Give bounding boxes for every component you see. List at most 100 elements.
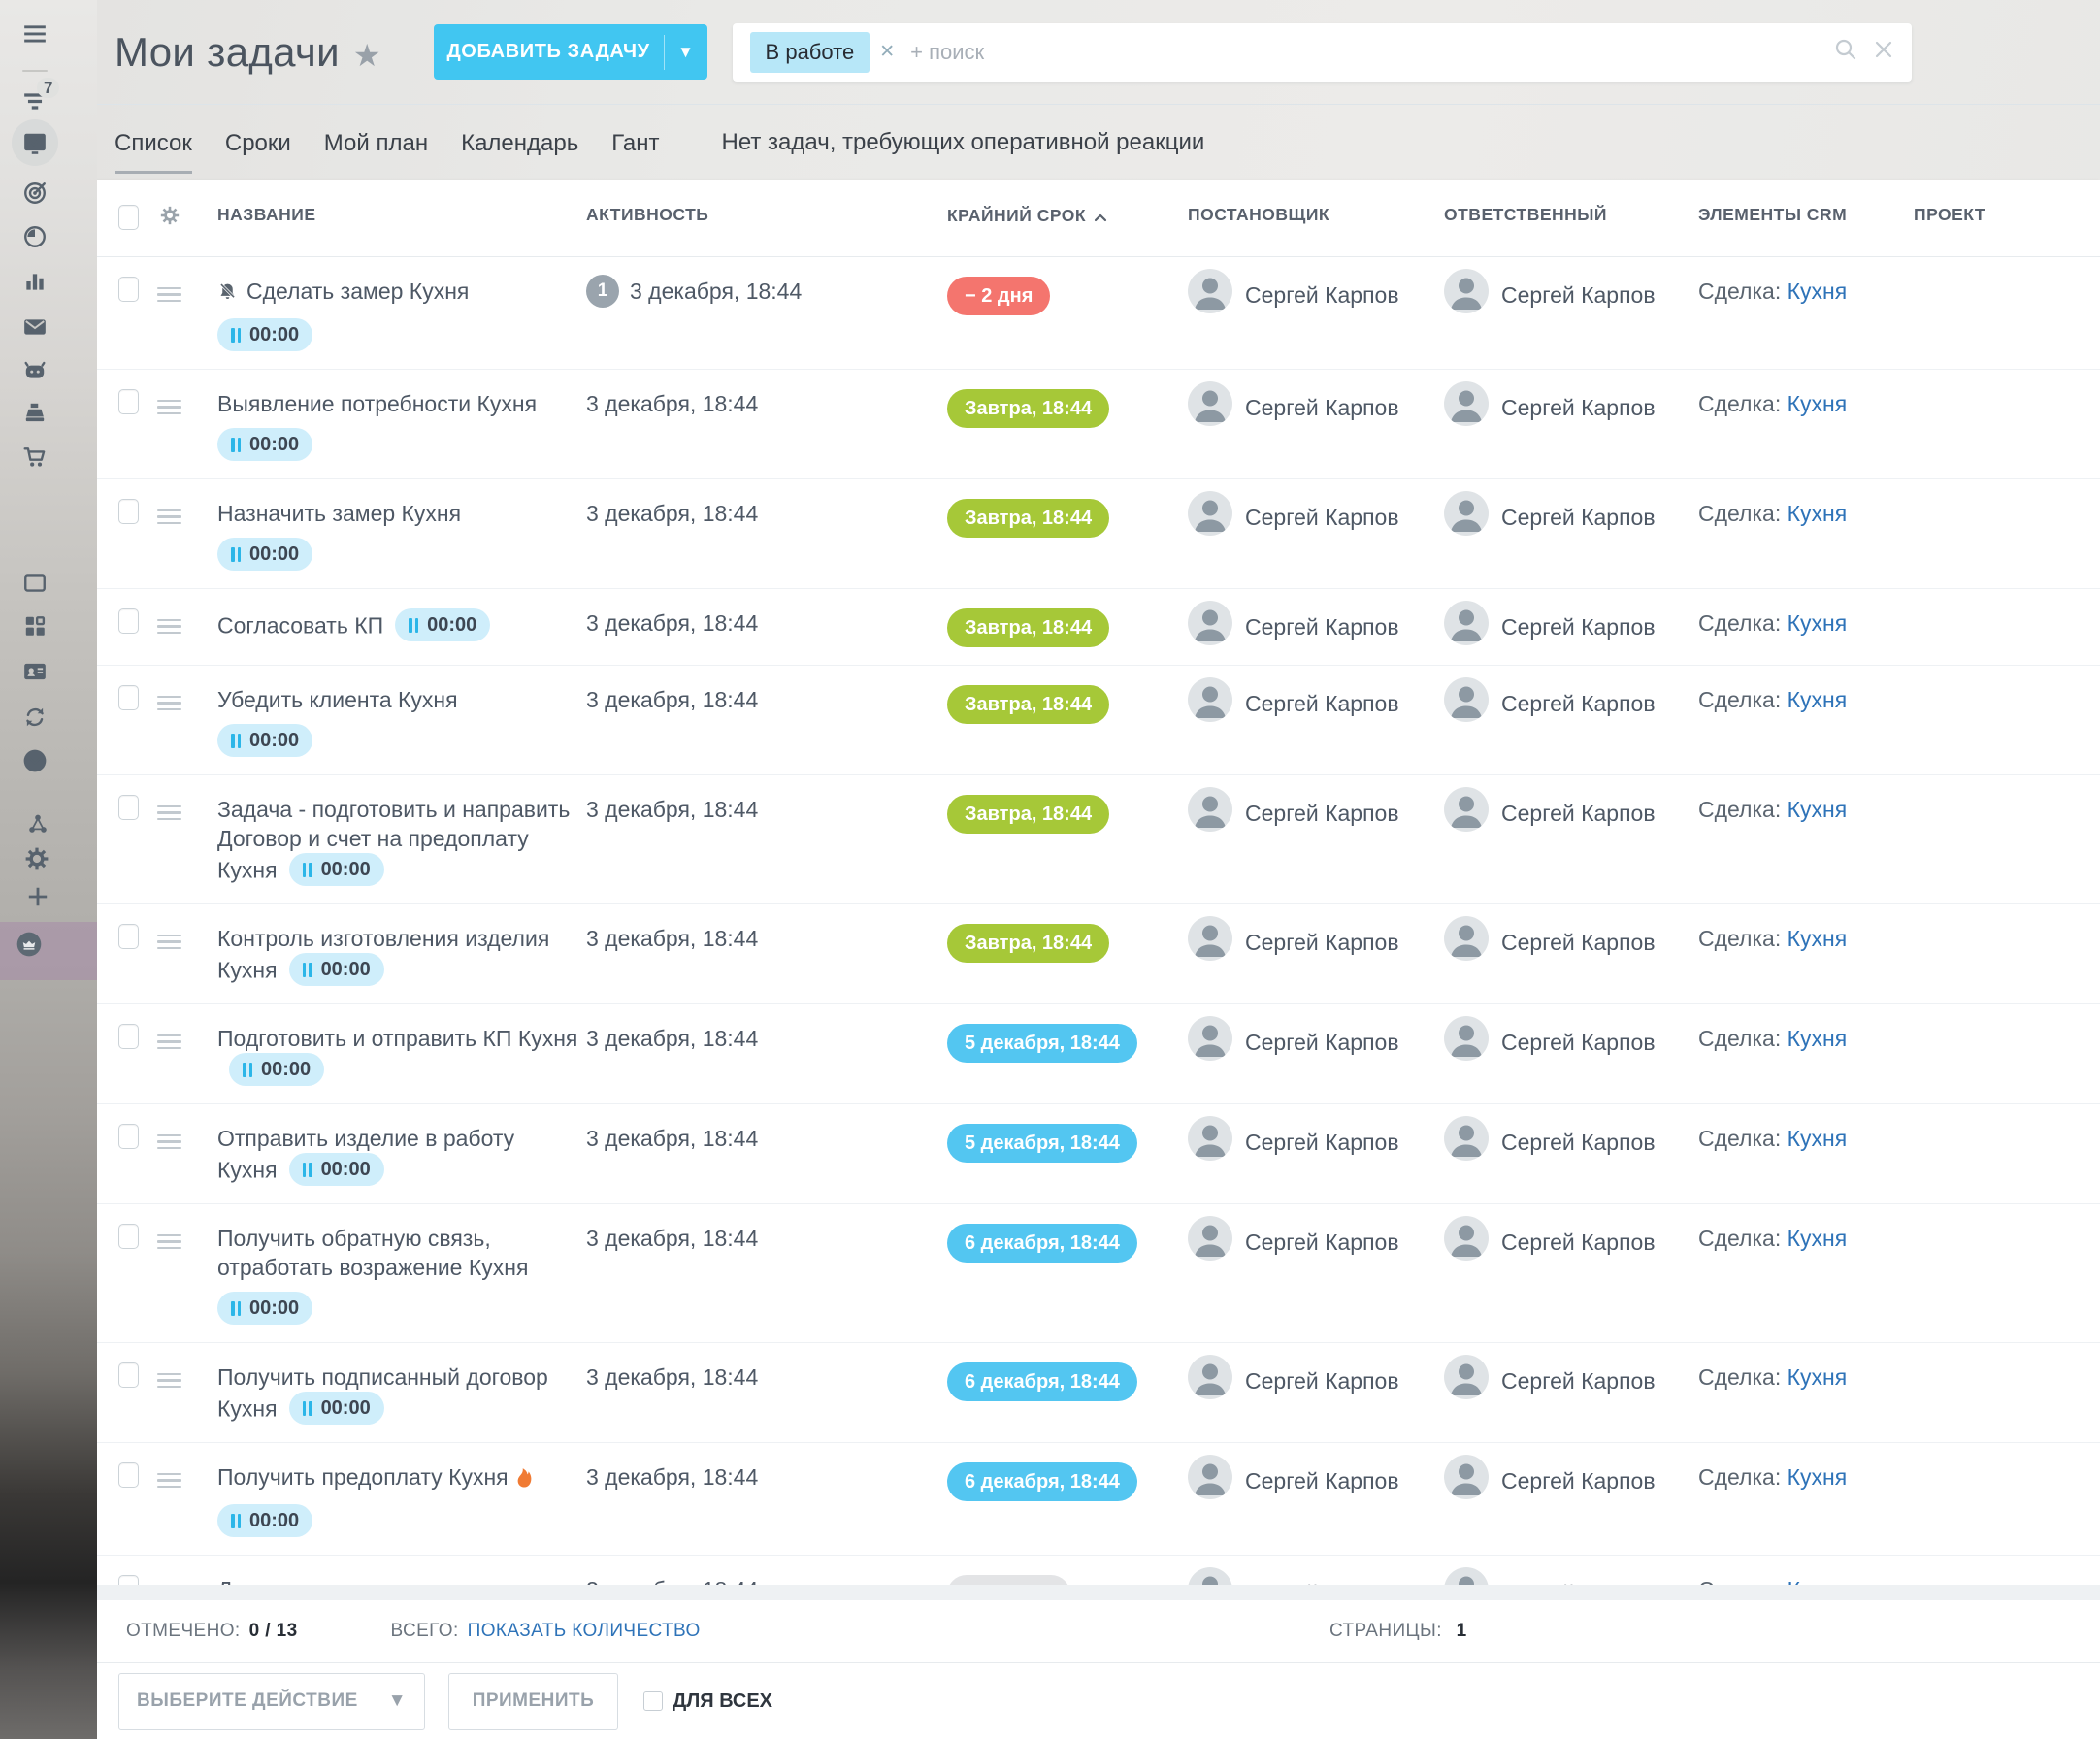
creator-name-link[interactable]: Сергей Карпов — [1245, 1367, 1399, 1394]
cashbox-icon[interactable] — [22, 400, 48, 425]
pages-value[interactable]: 1 — [1456, 1621, 1467, 1641]
responsible-avatar[interactable] — [1444, 1355, 1489, 1399]
contacts-card-icon[interactable] — [22, 659, 48, 684]
more-chevron-icon[interactable] — [22, 748, 48, 773]
responsible-name-link[interactable]: Сергей Карпов — [1501, 1467, 1656, 1493]
responsible-avatar[interactable] — [1444, 381, 1489, 426]
creator-avatar[interactable] — [1188, 787, 1232, 832]
crm-deal-link[interactable]: Кухня — [1787, 687, 1848, 712]
row-checkbox[interactable] — [118, 1462, 139, 1488]
timer-badge[interactable]: 00:00 — [217, 318, 313, 351]
crm-deal-link[interactable]: Кухня — [1787, 610, 1848, 636]
timer-badge[interactable]: 00:00 — [288, 1153, 384, 1186]
select-action-dropdown[interactable]: ВЫБЕРИТЕ ДЕЙСТВИЕ ▼ — [118, 1672, 425, 1730]
responsible-avatar[interactable] — [1444, 1567, 1489, 1585]
time-icon[interactable] — [22, 224, 48, 249]
responsible-avatar[interactable] — [1444, 677, 1489, 722]
tab-gantt[interactable]: Гант — [611, 130, 660, 156]
deadline-badge[interactable]: 6 декабря, 18:44 — [947, 1462, 1137, 1501]
creator-name-link[interactable]: Сергей Карпов — [1245, 504, 1399, 530]
reports-icon[interactable] — [22, 269, 48, 294]
deadline-badge[interactable]: Завтра, 18:44 — [947, 389, 1110, 428]
creator-name-link[interactable]: Сергей Карпов — [1245, 1129, 1399, 1155]
select-all-checkbox[interactable] — [118, 205, 139, 230]
column-header-project[interactable]: ПРОЕКТ — [1914, 205, 1986, 224]
drag-handle-icon[interactable] — [157, 695, 181, 710]
task-title-link[interactable]: Получить подписанный договор Кухня — [217, 1364, 548, 1422]
creator-name-link[interactable]: Сергей Карпов — [1245, 1029, 1399, 1055]
filter-chip[interactable]: В работе — [749, 31, 870, 73]
creator-avatar[interactable] — [1188, 381, 1232, 426]
creator-avatar[interactable] — [1188, 269, 1232, 313]
network-icon[interactable] — [25, 811, 47, 833]
row-checkbox[interactable] — [118, 924, 139, 949]
crm-deal-link[interactable]: Кухня — [1787, 1126, 1848, 1151]
deadline-badge[interactable]: Завтра, 18:44 — [947, 499, 1110, 538]
creator-name-link[interactable]: Сергей Карпов — [1245, 281, 1399, 308]
task-title-link[interactable]: Отправить изделие в работу Кухня — [217, 1126, 515, 1183]
task-title-link[interactable]: Получить предоплату Кухня — [217, 1464, 509, 1490]
timer-badge[interactable]: 00:00 — [229, 1053, 325, 1086]
responsible-name-link[interactable]: Сергей Карпов — [1501, 690, 1656, 716]
timer-badge[interactable]: 00:00 — [217, 1504, 313, 1537]
responsible-avatar[interactable] — [1444, 269, 1489, 313]
crm-deal-link[interactable]: Кухня — [1787, 1226, 1848, 1251]
row-checkbox[interactable] — [118, 389, 139, 414]
crm-deal-link[interactable]: Кухня — [1787, 1026, 1848, 1051]
task-title-link[interactable]: Доставка и получение доплаты (Кухня) — [217, 1577, 542, 1585]
responsible-name-link[interactable]: Сергей Карпов — [1501, 929, 1656, 955]
store-cart-icon[interactable] — [22, 444, 48, 470]
sites-icon[interactable] — [22, 571, 48, 596]
add-task-button[interactable]: ДОБАВИТЬ ЗАДАЧУ ▼ — [433, 24, 707, 80]
responsible-name-link[interactable]: Сергей Карпов — [1501, 1129, 1656, 1155]
responsible-name-link[interactable]: Сергей Карпов — [1501, 613, 1656, 640]
grid-settings-gear-icon[interactable] — [159, 205, 217, 231]
drag-handle-icon[interactable] — [157, 1133, 181, 1149]
deadline-badge[interactable]: Завтра, 18:44 — [947, 924, 1110, 963]
column-header-crm[interactable]: ЭЛЕМЕНТЫ CRM — [1698, 205, 1848, 224]
task-title-link[interactable]: Задача - подготовить и направить Договор… — [217, 797, 571, 883]
timer-badge[interactable]: 00:00 — [217, 538, 313, 571]
responsible-avatar[interactable] — [1444, 601, 1489, 645]
drag-handle-icon[interactable] — [157, 509, 181, 524]
crm-target-icon[interactable] — [22, 180, 48, 206]
creator-avatar[interactable] — [1188, 1355, 1232, 1399]
responsible-avatar[interactable] — [1444, 787, 1489, 832]
drag-handle-icon[interactable] — [157, 1372, 181, 1388]
creator-avatar[interactable] — [1188, 677, 1232, 722]
apply-button[interactable]: ПРИМЕНИТЬ — [448, 1672, 618, 1730]
crm-deal-link[interactable]: Кухня — [1787, 926, 1848, 951]
row-checkbox[interactable] — [118, 1024, 139, 1049]
tab-my-plan[interactable]: Мой план — [323, 130, 429, 156]
creator-avatar[interactable] — [1188, 1116, 1232, 1161]
for-all-option[interactable]: ДЛЯ ВСЕХ — [643, 1690, 772, 1713]
row-checkbox[interactable] — [118, 685, 139, 710]
deadline-badge[interactable]: 6 декабря, 18:44 — [947, 1362, 1137, 1401]
responsible-avatar[interactable] — [1444, 1455, 1489, 1499]
mail-icon[interactable] — [22, 314, 48, 340]
search-bar[interactable]: В работе ✕ + поиск — [732, 22, 1912, 82]
row-checkbox[interactable] — [118, 1224, 139, 1249]
deadline-badge[interactable]: Без срока — [947, 1575, 1071, 1585]
drag-handle-icon[interactable] — [157, 804, 181, 820]
task-title-link[interactable]: Подготовить и отправить КП Кухня — [217, 1026, 578, 1051]
chip-remove-icon[interactable]: ✕ — [879, 42, 896, 62]
creator-name-link[interactable]: Сергей Карпов — [1245, 800, 1399, 826]
column-header-responsible[interactable]: ОТВЕТСТВЕННЫЙ — [1444, 205, 1607, 224]
creator-avatar[interactable] — [1188, 491, 1232, 536]
column-header-deadline[interactable]: КРАЙНИЙ СРОК — [947, 205, 1188, 227]
add-plus-icon[interactable] — [25, 884, 48, 906]
row-checkbox[interactable] — [118, 1124, 139, 1149]
creator-name-link[interactable]: Сергей Карпов — [1245, 613, 1399, 640]
crm-deal-link[interactable]: Кухня — [1787, 1364, 1848, 1390]
chatbot-icon[interactable] — [22, 358, 48, 383]
settings-gear-icon[interactable] — [24, 846, 49, 870]
creator-name-link[interactable]: Сергей Карпов — [1245, 394, 1399, 420]
crm-deal-link[interactable]: Кухня — [1787, 1464, 1848, 1490]
drag-handle-icon[interactable] — [157, 1472, 181, 1488]
timer-badge[interactable]: 00:00 — [288, 953, 384, 986]
task-title-link[interactable]: Убедить клиента Кухня — [217, 687, 458, 712]
timer-badge[interactable]: 00:00 — [288, 1392, 384, 1425]
row-checkbox[interactable] — [118, 1575, 139, 1585]
creator-avatar[interactable] — [1188, 1016, 1232, 1061]
